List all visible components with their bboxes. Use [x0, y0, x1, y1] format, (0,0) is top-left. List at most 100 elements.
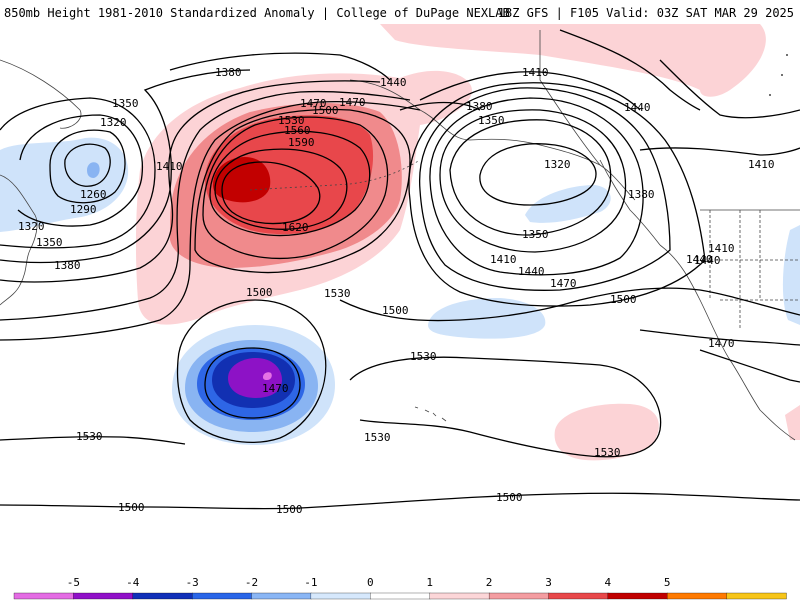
contour-1290 — [49, 129, 126, 204]
contour-1440-gulf — [419, 87, 671, 291]
negative-anomaly-east — [782, 225, 800, 325]
contour-label: 1350 — [112, 97, 139, 110]
legend-tick-labels: -5 -4 -3 -2 -1 0 1 2 3 4 5 — [67, 576, 671, 589]
contour-label: 1470 — [262, 382, 289, 395]
contour-label: 1320 — [18, 220, 45, 233]
contour-label: 1470 — [708, 337, 735, 350]
contour-labels: 1380 1350 1320 1410 1260 1290 1320 1350 … — [18, 66, 775, 516]
contour-1500-central — [339, 287, 800, 322]
legend-swatch — [132, 592, 193, 600]
coast-kamchatka — [0, 59, 82, 129]
contour-1410-gulf — [429, 97, 644, 276]
contour-label: 1530 — [76, 430, 103, 443]
legend-bar: -5 -4 -3 -2 -1 0 1 2 3 4 5 — [13, 576, 787, 600]
contour-label: 1440 — [518, 265, 545, 278]
contour-label: 1500 — [382, 304, 409, 317]
legend-tick-label: 3 — [545, 576, 552, 589]
contour-1380-gulf — [439, 109, 627, 253]
contour-1350-west — [0, 97, 156, 249]
legend-swatch — [488, 592, 550, 600]
legend-tick-label: -5 — [67, 576, 80, 589]
contour-1440-top — [559, 29, 701, 111]
contour-1500-low — [176, 299, 327, 443]
positive-anomaly-east — [785, 405, 800, 440]
contour-label: 1350 — [522, 228, 549, 241]
anomaly-shading — [0, 24, 800, 461]
height-contours — [0, 29, 800, 510]
contour-label: 1350 — [36, 236, 63, 249]
negative-anomaly-gulf-light — [525, 185, 611, 223]
contour-1260 — [64, 143, 111, 187]
contour-label: 1290 — [70, 203, 97, 216]
legend-tick-label: 0 — [367, 576, 374, 589]
contour-1500-south — [0, 492, 800, 510]
positive-anomaly-strong — [205, 115, 374, 235]
negative-anomaly-low-purple — [228, 358, 282, 398]
contour-label: 1320 — [100, 116, 127, 129]
legend-tick-label: 4 — [604, 576, 611, 589]
contour-label: 1530 — [410, 350, 437, 363]
contour-1470-west — [0, 100, 421, 341]
contour-label: 1410 — [522, 66, 549, 79]
title-bar: 850mb Height 1981-2010 Standardized Anom… — [0, 0, 800, 24]
coast-aleutians — [249, 159, 421, 191]
contour-1410-east — [639, 147, 800, 156]
contour-label: 1530 — [278, 114, 305, 127]
legend-swatch — [370, 592, 431, 600]
coast-asia — [0, 174, 38, 306]
island-marker — [769, 94, 771, 96]
hawaii-islands — [414, 406, 447, 422]
legend-swatch — [429, 592, 490, 600]
contour-label: 1320 — [544, 158, 571, 171]
contour-label: 1500 — [496, 491, 523, 504]
contour-label: 1530 — [324, 287, 351, 300]
legend-tick-label: -4 — [126, 576, 140, 589]
legend-color-swatches — [13, 592, 787, 600]
island-marker — [781, 74, 783, 76]
product-title: 850mb Height 1981-2010 Standardized Anom… — [4, 6, 510, 20]
anomaly-map: 1380 1350 1320 1410 1260 1290 1320 1350 … — [0, 24, 800, 516]
contour-1320-gulf — [479, 143, 597, 206]
map-panel: 1380 1350 1320 1410 1260 1290 1320 1350 … — [0, 24, 800, 575]
contour-1470-gulf — [408, 82, 706, 307]
contour-1320-west — [17, 114, 144, 227]
map-details — [769, 54, 788, 96]
coast-alaska — [349, 79, 636, 201]
contour-label: 1440 — [686, 253, 713, 266]
contour-1530-ridge — [202, 116, 389, 260]
legend-tick-label: 2 — [486, 576, 493, 589]
contour-label: 1380 — [466, 100, 493, 113]
contour-1530-mid — [0, 356, 662, 458]
contour-1560 — [209, 130, 371, 237]
legend-swatch — [726, 592, 787, 600]
contour-label: 1500 — [610, 293, 637, 306]
contour-label: 1350 — [478, 114, 505, 127]
contour-label: 1410 — [490, 253, 517, 266]
contour-label: 1470 — [550, 277, 577, 290]
contour-label: 1260 — [80, 188, 107, 201]
negative-anomaly-low-pink — [263, 372, 272, 380]
contour-label: 1500 — [312, 104, 339, 117]
legend-swatch — [548, 592, 609, 600]
contour-label: 1410 — [748, 158, 775, 171]
contour-label: 1380 — [54, 259, 81, 272]
legend-tick-label: 1 — [426, 576, 433, 589]
legend-swatch — [667, 592, 728, 600]
contour-1500-ridge — [194, 108, 411, 274]
contour-1470-east — [639, 329, 800, 346]
contour-label: 1440 — [380, 76, 407, 89]
legend-swatch — [73, 592, 134, 600]
coast-bc — [599, 159, 661, 246]
contour-label: 1410 — [708, 242, 735, 255]
positive-anomaly-light-top — [380, 24, 766, 97]
contour-1410-west — [0, 80, 381, 283]
contour-label: 1470 — [339, 96, 366, 109]
contour-label: 1500 — [246, 286, 273, 299]
legend-swatch — [607, 592, 668, 600]
legend-tick-label: -3 — [186, 576, 199, 589]
contour-label: 1440 — [694, 254, 721, 267]
contour-1410-top — [419, 71, 641, 111]
island-marker — [786, 54, 788, 56]
contour-label: 1380 — [628, 188, 655, 201]
